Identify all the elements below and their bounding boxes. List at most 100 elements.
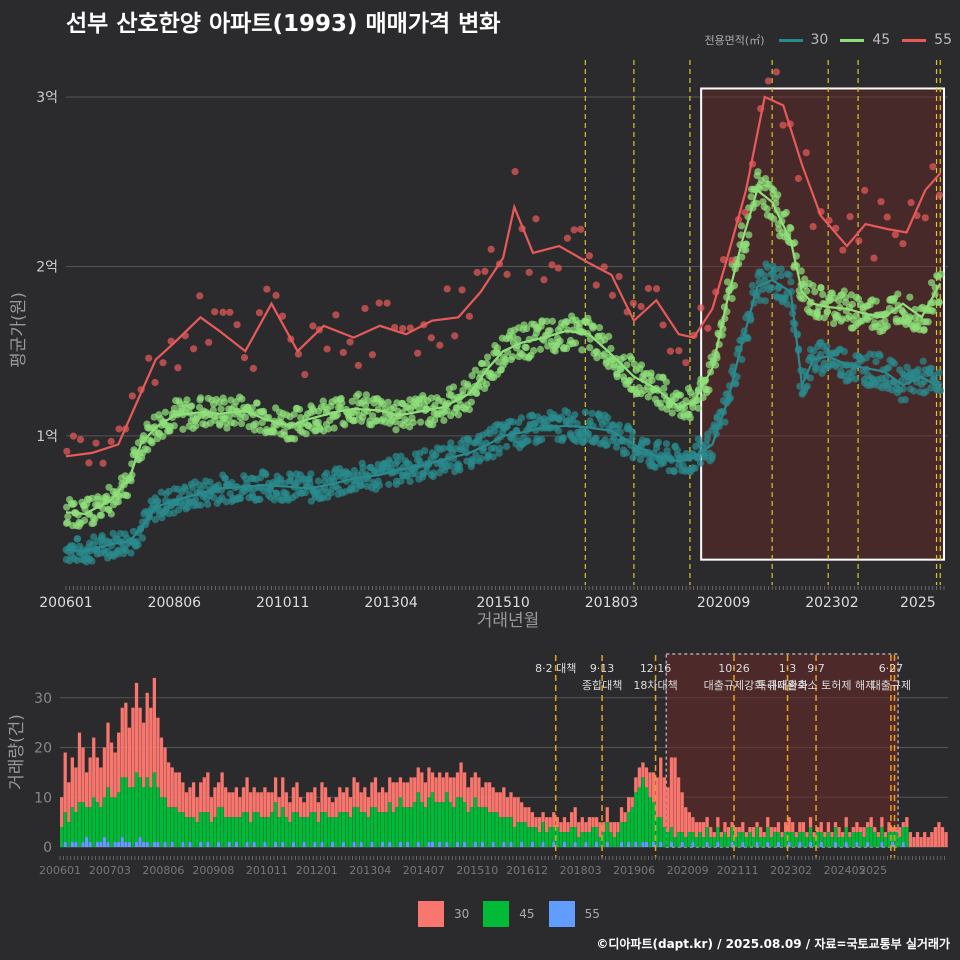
volume-bar-45: [445, 792, 449, 843]
volume-bar-55: [234, 842, 239, 847]
price-point-55: [585, 252, 594, 260]
volume-bar-45: [673, 837, 677, 847]
volume-bar-30: [391, 782, 395, 813]
volume-bar-45: [473, 797, 477, 843]
price-point-45: [682, 397, 690, 405]
volume-bar-45: [166, 807, 171, 847]
volume-bar-30: [669, 757, 674, 828]
volume-bar-30: [466, 787, 470, 813]
volume-bar-30: [113, 752, 117, 798]
volume-bar-45: [309, 812, 313, 847]
price-point-55: [839, 246, 847, 254]
volume-bar-55: [562, 842, 567, 847]
price-x-axis-title: 거래년월: [477, 611, 540, 631]
volume-bar-30: [63, 752, 67, 813]
price-point-30: [191, 495, 200, 504]
volume-x-tick-label: 201407: [403, 864, 445, 877]
chart-title: 선부 산호한양 아파트(1993) 매매가격 변화: [66, 11, 501, 37]
price-point-45: [745, 231, 753, 239]
volume-bar-45: [259, 817, 263, 847]
volume-bar-30: [716, 817, 720, 828]
price-point-45: [348, 397, 356, 405]
price-point-55: [354, 361, 362, 370]
volume-bar-55: [716, 842, 720, 847]
volume-legend-label-45: 45: [519, 907, 535, 921]
price-point-55: [907, 198, 915, 207]
volume-bar-45: [92, 797, 96, 847]
volume-bar-30: [898, 827, 902, 838]
price-point-45: [259, 407, 268, 416]
price-point-45: [482, 380, 491, 388]
volume-x-tick-label: 200908: [192, 864, 234, 877]
volume-bar-30: [270, 792, 274, 813]
volume-bar-30: [648, 772, 652, 798]
volume-bar-45: [184, 817, 189, 847]
price-point-45: [906, 313, 914, 321]
volume-bar-30: [769, 827, 773, 838]
price-point-45: [770, 186, 778, 194]
volume-legend-swatch-30: [418, 901, 444, 927]
price-point-30: [771, 273, 779, 282]
volume-bar-45: [306, 817, 310, 847]
price-point-45: [290, 435, 299, 443]
price-point-55: [189, 345, 198, 353]
volume-y-tick-label: 0: [43, 840, 52, 856]
price-point-45: [351, 416, 359, 425]
volume-bar-45: [466, 812, 470, 847]
volume-bar-55: [163, 842, 167, 847]
volume-bar-45: [174, 807, 178, 847]
price-point-30: [738, 355, 746, 364]
price-point-45: [644, 393, 652, 401]
price-point-45: [159, 432, 167, 440]
price-point-30: [914, 365, 922, 374]
volume-bar-30: [541, 812, 545, 823]
volume-bar-45: [769, 837, 773, 847]
volume-bar-30: [60, 797, 64, 828]
volume-bar-45: [548, 827, 552, 847]
volume-bar-45: [602, 832, 606, 847]
volume-bar-30: [709, 827, 713, 838]
price-point-45: [852, 312, 860, 320]
volume-bar-45: [680, 832, 684, 843]
volume-bar-30: [876, 832, 880, 838]
price-x-tick-label: 201011: [256, 595, 309, 611]
price-point-55: [92, 439, 100, 447]
volume-bar-55: [766, 842, 770, 847]
volume-bar-30: [306, 792, 310, 818]
volume-bar-55: [206, 842, 210, 847]
volume-bar-45: [876, 837, 880, 847]
volume-bar-45: [77, 802, 82, 847]
volume-bar-55: [455, 842, 460, 847]
volume-bar-30: [131, 707, 135, 788]
price-point-55: [406, 324, 414, 332]
volume-bar-45: [380, 812, 385, 843]
price-point-30: [777, 272, 785, 280]
volume-bar-45: [577, 837, 581, 847]
volume-annotation: 10·26: [718, 662, 750, 675]
volume-bar-30: [256, 792, 260, 813]
volume-bar-55: [427, 842, 431, 847]
price-point-30: [901, 396, 909, 404]
price-point-55: [361, 304, 369, 313]
volume-bar-45: [591, 827, 595, 847]
volume-bar-55: [438, 842, 442, 847]
price-point-45: [782, 208, 790, 217]
price-point-45: [114, 498, 122, 506]
price-point-45: [139, 432, 148, 440]
volume-bar-45: [70, 807, 74, 843]
price-point-45: [737, 222, 746, 230]
volume-bar-55: [798, 842, 802, 847]
price-point-55: [481, 267, 489, 275]
price-point-30: [872, 358, 880, 366]
volume-bar-30: [202, 777, 206, 813]
price-point-45: [217, 405, 225, 413]
volume-bar-45: [684, 837, 688, 847]
price-point-55: [891, 231, 899, 239]
volume-bar-30: [434, 777, 438, 803]
price-point-55: [592, 281, 600, 289]
price-line-30: [65, 278, 941, 553]
volume-bar-30: [830, 832, 834, 838]
price-point-45: [467, 398, 475, 406]
volume-bar-45: [352, 807, 356, 843]
